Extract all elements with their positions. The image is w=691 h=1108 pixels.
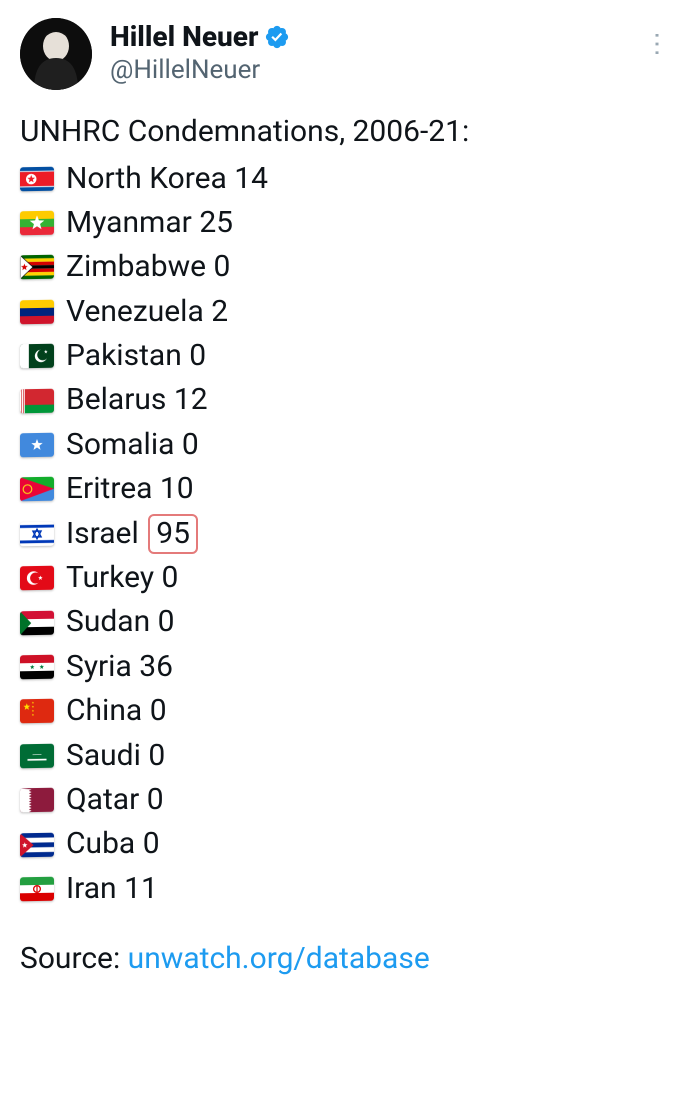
source-link[interactable]: unwatch.org/database xyxy=(128,941,430,976)
cu-flag-icon xyxy=(20,833,60,857)
country-count: 0 xyxy=(214,249,231,284)
country-name: Myanmar xyxy=(66,205,192,240)
list-item: Zimbabwe 0 xyxy=(20,245,671,289)
country-label: Turkey 0 xyxy=(66,556,178,600)
tweet-body: UNHRC Condemnations, 2006-21: North Kore… xyxy=(20,112,671,976)
country-name: Iran xyxy=(66,871,117,906)
country-count: 11 xyxy=(124,871,158,906)
country-count: 0 xyxy=(150,693,167,728)
country-label: Saudi 0 xyxy=(66,734,165,778)
tweet-title: UNHRC Condemnations, 2006-21: xyxy=(20,112,671,153)
list-item: Qatar 0 xyxy=(20,778,671,822)
country-name: Eritrea xyxy=(66,471,152,506)
list-item: Myanmar 25 xyxy=(20,201,671,245)
ve-flag-icon xyxy=(20,300,60,324)
country-name: Saudi xyxy=(66,738,141,773)
mm-flag-icon xyxy=(20,211,60,235)
country-count: 12 xyxy=(174,382,208,417)
country-list: North Korea 14Myanmar 25Zimbabwe 0Venezu… xyxy=(20,157,671,912)
display-name[interactable]: Hillel Neuer xyxy=(110,20,258,53)
tr-flag-icon xyxy=(20,566,60,590)
il-flag-icon xyxy=(20,522,60,546)
country-count: 36 xyxy=(139,649,173,684)
list-item: ـــــ Saudi 0 xyxy=(20,734,671,778)
country-label: Iran 11 xyxy=(66,867,158,911)
country-label: Zimbabwe 0 xyxy=(66,245,230,289)
cn-flag-icon xyxy=(20,699,60,723)
sy-flag-icon xyxy=(20,655,60,679)
country-count: 25 xyxy=(199,205,233,240)
ir-flag-icon xyxy=(20,877,60,901)
country-label: Eritrea 10 xyxy=(66,467,194,511)
source-line: Source: unwatch.org/database xyxy=(20,941,671,976)
country-count: 0 xyxy=(148,738,165,773)
source-label: Source: xyxy=(20,941,128,976)
country-label: North Korea 14 xyxy=(66,157,268,201)
avatar[interactable] xyxy=(20,18,92,90)
country-count: 0 xyxy=(147,782,164,817)
country-label: Qatar 0 xyxy=(66,778,164,822)
zw-flag-icon xyxy=(20,255,60,279)
kp-flag-icon xyxy=(20,167,60,191)
country-name: Sudan xyxy=(66,604,150,639)
country-label: Cuba 0 xyxy=(66,822,160,866)
country-label: Syria 36 xyxy=(66,645,173,689)
qa-flag-icon xyxy=(20,788,60,812)
country-name: Turkey xyxy=(66,560,154,595)
country-count: 10 xyxy=(160,471,194,506)
country-name: North Korea xyxy=(66,161,227,196)
list-item: Somalia 0 xyxy=(20,423,671,467)
list-item: Iran 11 xyxy=(20,867,671,911)
country-name: Israel xyxy=(66,516,139,551)
tweet-header: Hillel Neuer @HillelNeuer ⋯ xyxy=(20,18,671,90)
country-name: Belarus xyxy=(66,382,166,417)
country-label: Israel 95 xyxy=(66,512,198,556)
er-flag-icon xyxy=(20,477,60,501)
country-name: Qatar xyxy=(66,782,139,817)
list-item: Venezuela 2 xyxy=(20,290,671,334)
handle[interactable]: @HillelNeuer xyxy=(110,55,290,85)
country-name: Venezuela xyxy=(66,294,204,329)
pk-flag-icon xyxy=(20,344,60,368)
country-name: Syria xyxy=(66,649,132,684)
country-count: 2 xyxy=(211,294,228,329)
country-label: Belarus 12 xyxy=(66,378,208,422)
country-label: Myanmar 25 xyxy=(66,201,233,245)
list-item: China 0 xyxy=(20,689,671,733)
country-count: 0 xyxy=(182,427,199,462)
list-item: Israel 95 xyxy=(20,512,671,556)
sd-flag-icon xyxy=(20,611,60,635)
country-label: China 0 xyxy=(66,689,167,733)
list-item: Pakistan 0 xyxy=(20,334,671,378)
country-name: Somalia xyxy=(66,427,174,462)
country-count: 14 xyxy=(234,161,268,196)
country-name: Cuba xyxy=(66,826,135,861)
country-count: 0 xyxy=(162,560,179,595)
sa-flag-icon: ـــــ xyxy=(20,744,60,768)
list-item: Eritrea 10 xyxy=(20,467,671,511)
country-count: 0 xyxy=(143,826,160,861)
country-name: China xyxy=(66,693,142,728)
country-name: Pakistan xyxy=(66,338,182,373)
svg-text:ـــــ: ـــــ xyxy=(32,750,42,756)
country-count: 0 xyxy=(189,338,206,373)
country-count: 0 xyxy=(158,604,175,639)
list-item: Belarus 12 xyxy=(20,378,671,422)
verified-badge-icon xyxy=(264,24,290,50)
country-label: Sudan 0 xyxy=(66,600,174,644)
list-item: Syria 36 xyxy=(20,645,671,689)
by-flag-icon xyxy=(20,389,60,413)
list-item: Cuba 0 xyxy=(20,822,671,866)
user-block: Hillel Neuer @HillelNeuer xyxy=(110,18,290,85)
country-name: Zimbabwe xyxy=(66,249,206,284)
country-count: 95 xyxy=(148,514,198,554)
country-label: Venezuela 2 xyxy=(66,290,228,334)
so-flag-icon xyxy=(20,433,60,457)
more-icon[interactable]: ⋯ xyxy=(642,31,672,59)
list-item: Turkey 0 xyxy=(20,556,671,600)
list-item: North Korea 14 xyxy=(20,157,671,201)
country-label: Pakistan 0 xyxy=(66,334,206,378)
list-item: Sudan 0 xyxy=(20,600,671,644)
country-label: Somalia 0 xyxy=(66,423,199,467)
